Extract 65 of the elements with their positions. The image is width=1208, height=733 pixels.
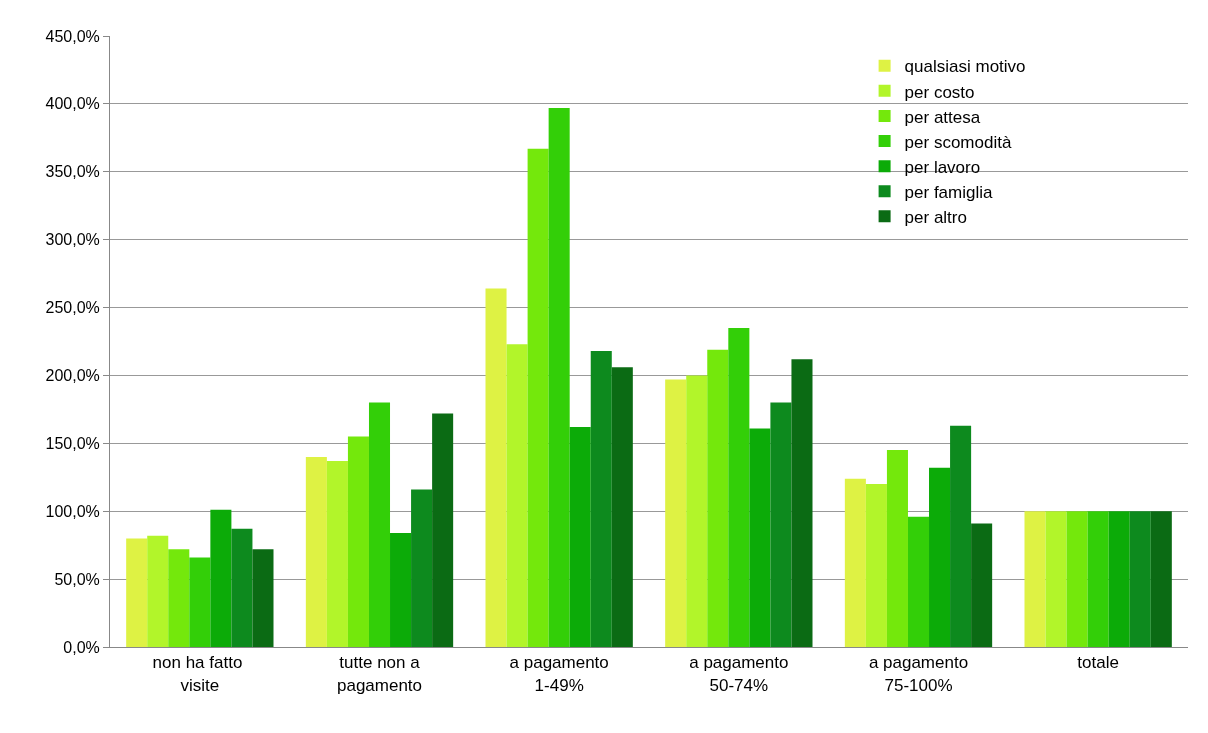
- x-tick-label: tutte non a pagamento: [336, 653, 423, 695]
- y-tick-label: 200,0%: [45, 367, 100, 385]
- bar: [368, 402, 391, 647]
- bar: [728, 327, 750, 647]
- x-tick-label: totale: [1077, 653, 1119, 673]
- y-tick-label: 400,0%: [45, 95, 100, 113]
- x-tick-label: non ha fatto visite: [152, 653, 248, 695]
- bar: [569, 427, 591, 647]
- bar: [971, 523, 993, 647]
- bar: [665, 379, 687, 647]
- bar: [548, 107, 570, 647]
- bar: [168, 549, 190, 647]
- bar: [749, 428, 771, 647]
- legend-label: per costo: [904, 82, 975, 102]
- bar: [770, 402, 792, 647]
- bar: [506, 344, 528, 647]
- bar: [707, 349, 729, 647]
- y-tick-label: 0,0%: [63, 638, 100, 656]
- y-tick-label: 450,0%: [45, 27, 100, 45]
- y-tick-label: 150,0%: [45, 434, 100, 452]
- bar: [686, 375, 708, 647]
- bar: [791, 359, 813, 647]
- bar: [1087, 511, 1109, 647]
- x-tick-label: a pagamento 1-49%: [509, 653, 609, 695]
- bar: [929, 467, 951, 647]
- bar: [231, 528, 253, 647]
- y-tick-label: 50,0%: [54, 570, 100, 588]
- legend-label: per attesa: [904, 107, 981, 127]
- bar: [844, 478, 866, 647]
- bar: [907, 516, 930, 647]
- bar: [865, 484, 887, 647]
- bar: [189, 557, 211, 647]
- bar: [1129, 511, 1151, 647]
- bar: [432, 413, 454, 647]
- bar: [1045, 511, 1067, 647]
- x-tick-label: a pagamento 50-74%: [689, 653, 789, 695]
- bar: [485, 288, 507, 647]
- bar: [126, 538, 148, 647]
- x-tick-label: a pagamento 75-100%: [868, 653, 969, 695]
- legend-label: per altro: [904, 208, 967, 227]
- legend-label: per famiglia: [904, 182, 994, 202]
- bar: [347, 436, 369, 647]
- bar: [326, 460, 348, 647]
- bar: [210, 509, 232, 647]
- bar: [1150, 511, 1172, 647]
- legend-label: qualsiasi motivo: [904, 57, 1026, 77]
- bar: [886, 450, 908, 647]
- legend-label: per scomodità: [904, 132, 1012, 152]
- bar: [390, 532, 412, 647]
- bar: [1108, 511, 1130, 647]
- bar: [1066, 511, 1088, 647]
- y-tick-label: 350,0%: [45, 163, 100, 181]
- bar: [305, 456, 327, 647]
- bar: [411, 489, 433, 647]
- y-tick-label: 100,0%: [45, 502, 100, 520]
- bar: [147, 535, 169, 647]
- bar: [590, 351, 612, 647]
- legend-label: per lavoro: [904, 157, 981, 177]
- bar: [527, 148, 549, 647]
- bar: [950, 425, 972, 647]
- bar: [252, 549, 274, 647]
- bar: [1024, 511, 1046, 647]
- y-tick-label: 250,0%: [45, 299, 100, 317]
- bar: [611, 367, 633, 647]
- y-tick-label: 300,0%: [45, 231, 100, 249]
